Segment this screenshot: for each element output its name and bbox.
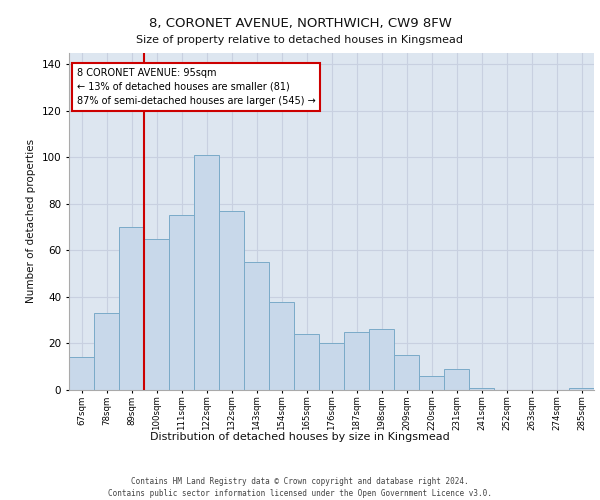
- Bar: [244, 262, 269, 390]
- Text: 8, CORONET AVENUE, NORTHWICH, CW9 8FW: 8, CORONET AVENUE, NORTHWICH, CW9 8FW: [149, 18, 451, 30]
- Bar: [94, 313, 119, 390]
- Y-axis label: Number of detached properties: Number of detached properties: [26, 139, 36, 304]
- Bar: [369, 330, 394, 390]
- Bar: [69, 358, 94, 390]
- Bar: [394, 355, 419, 390]
- Bar: [144, 238, 169, 390]
- Text: Size of property relative to detached houses in Kingsmead: Size of property relative to detached ho…: [137, 35, 464, 45]
- Text: Distribution of detached houses by size in Kingsmead: Distribution of detached houses by size …: [150, 432, 450, 442]
- Bar: [219, 211, 244, 390]
- Bar: [119, 227, 144, 390]
- Text: 8 CORONET AVENUE: 95sqm
← 13% of detached houses are smaller (81)
87% of semi-de: 8 CORONET AVENUE: 95sqm ← 13% of detache…: [77, 68, 316, 106]
- Bar: [169, 216, 194, 390]
- Text: Contains HM Land Registry data © Crown copyright and database right 2024.: Contains HM Land Registry data © Crown c…: [131, 478, 469, 486]
- Bar: [294, 334, 319, 390]
- Bar: [469, 388, 494, 390]
- Bar: [444, 369, 469, 390]
- Text: Contains public sector information licensed under the Open Government Licence v3: Contains public sector information licen…: [108, 489, 492, 498]
- Bar: [269, 302, 294, 390]
- Bar: [319, 344, 344, 390]
- Bar: [344, 332, 369, 390]
- Bar: [194, 155, 219, 390]
- Bar: [419, 376, 444, 390]
- Bar: [569, 388, 594, 390]
